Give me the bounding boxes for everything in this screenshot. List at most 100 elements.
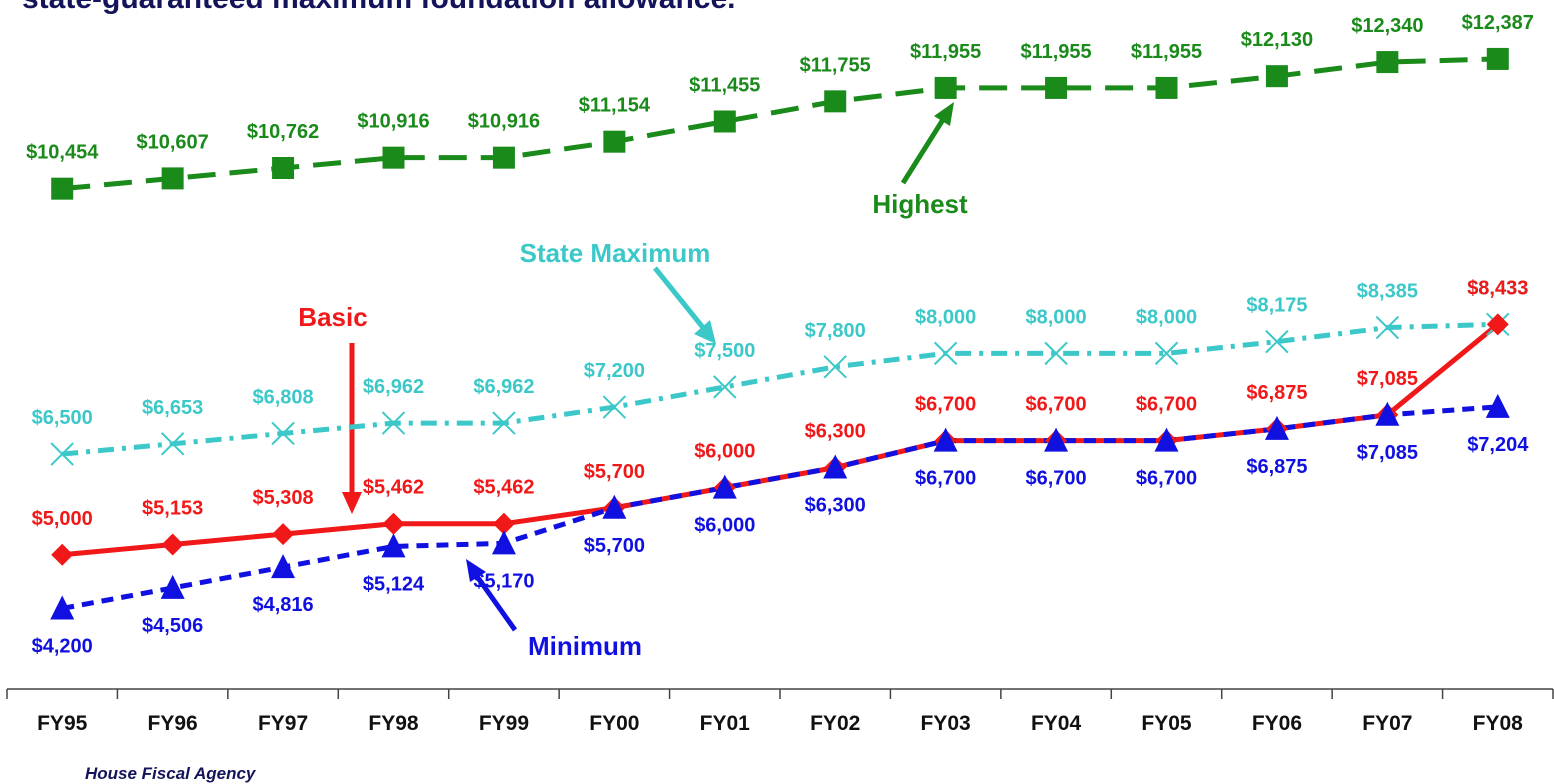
marker bbox=[1376, 51, 1399, 74]
chart-title: state-guaranteed maximum foundation allo… bbox=[22, 0, 735, 15]
x-tick-label: FY06 bbox=[1252, 712, 1302, 735]
value-label: $6,300 bbox=[805, 494, 866, 516]
x-tick-label: FY08 bbox=[1473, 712, 1524, 735]
x-tick-label: FY97 bbox=[258, 712, 308, 735]
annotations: Highest State Maximum Basic Minimum bbox=[298, 102, 968, 661]
value-label: $8,175 bbox=[1246, 295, 1307, 317]
marker bbox=[491, 530, 516, 555]
x-tick-label: FY01 bbox=[700, 712, 751, 735]
value-label: $5,124 bbox=[363, 573, 425, 595]
value-label: $6,700 bbox=[1136, 394, 1197, 416]
value-label: $8,385 bbox=[1357, 281, 1418, 303]
marker bbox=[271, 421, 295, 446]
value-label: $6,700 bbox=[915, 394, 976, 416]
value-label: $7,500 bbox=[694, 340, 755, 362]
value-label: $12,340 bbox=[1351, 15, 1423, 37]
value-label: $6,653 bbox=[142, 397, 203, 419]
marker bbox=[160, 432, 185, 456]
marker bbox=[160, 574, 185, 599]
annotation-arrowhead bbox=[342, 492, 362, 514]
value-label: $5,000 bbox=[32, 508, 93, 530]
value-label: $11,154 bbox=[579, 95, 651, 117]
value-label: $12,130 bbox=[1241, 29, 1313, 51]
marker bbox=[602, 494, 627, 519]
marker bbox=[161, 167, 184, 190]
value-label: $6,875 bbox=[1246, 382, 1307, 404]
value-label: $6,700 bbox=[1136, 468, 1197, 490]
marker bbox=[382, 512, 405, 535]
marker bbox=[712, 474, 737, 499]
marker bbox=[492, 146, 515, 169]
marker bbox=[1155, 76, 1178, 99]
value-label: $5,170 bbox=[473, 570, 534, 592]
value-label: $6,300 bbox=[805, 420, 866, 442]
marker bbox=[1265, 65, 1288, 88]
value-label: $10,607 bbox=[136, 131, 208, 153]
value-label: $5,462 bbox=[363, 477, 424, 499]
value-label: $11,955 bbox=[1020, 41, 1091, 63]
value-label: $8,000 bbox=[1136, 306, 1197, 328]
marker bbox=[824, 90, 847, 113]
annotation-arrowhead bbox=[694, 320, 716, 344]
annotation-arrow bbox=[473, 573, 518, 632]
annotation-basic: Basic bbox=[298, 302, 367, 332]
marker bbox=[381, 533, 406, 558]
series-line bbox=[61, 56, 1498, 192]
marker bbox=[1375, 315, 1400, 340]
x-tick-label: FY04 bbox=[1031, 712, 1082, 735]
marker bbox=[381, 411, 406, 435]
value-label: $8,433 bbox=[1467, 277, 1528, 299]
marker bbox=[492, 411, 516, 435]
value-label: $11,955 bbox=[1131, 41, 1202, 63]
value-label: $6,700 bbox=[915, 468, 976, 490]
value-label: $6,700 bbox=[1025, 394, 1086, 416]
marker bbox=[933, 341, 958, 366]
value-label: $6,875 bbox=[1246, 456, 1307, 478]
marker bbox=[492, 512, 515, 535]
value-label: $10,762 bbox=[247, 121, 319, 143]
annotation-highest: Highest bbox=[872, 189, 968, 219]
x-tick-label: FY95 bbox=[37, 712, 88, 735]
x-tick-label: FY02 bbox=[810, 712, 860, 735]
value-label: $8,433 bbox=[1467, 277, 1528, 299]
value-label: $11,455 bbox=[689, 74, 760, 96]
value-label: $7,200 bbox=[584, 360, 645, 382]
marker bbox=[272, 523, 295, 546]
value-label: $7,085 bbox=[1357, 442, 1418, 464]
x-tick-label: FY99 bbox=[479, 712, 529, 735]
value-label: $7,204 bbox=[1467, 434, 1529, 456]
marker bbox=[1485, 393, 1510, 418]
marker bbox=[1044, 341, 1068, 366]
value-label: $6,962 bbox=[473, 376, 534, 398]
marker bbox=[1264, 415, 1289, 440]
marker bbox=[51, 177, 74, 200]
value-label: $10,454 bbox=[26, 142, 99, 164]
source-note: House Fiscal Agency bbox=[85, 764, 257, 783]
x-tick-label: FY98 bbox=[368, 712, 419, 735]
annotation-minimum: Minimum bbox=[528, 631, 642, 661]
marker bbox=[1044, 427, 1069, 452]
x-tick-label: FY00 bbox=[589, 712, 639, 735]
marker bbox=[161, 533, 184, 556]
value-label: $5,700 bbox=[584, 461, 645, 483]
x-tick-label: FY96 bbox=[148, 712, 198, 735]
value-label: $10,916 bbox=[357, 111, 429, 133]
marker bbox=[603, 130, 626, 153]
value-label: $11,755 bbox=[800, 54, 871, 76]
value-label: $5,700 bbox=[584, 535, 645, 557]
value-label: $4,816 bbox=[252, 594, 313, 616]
marker bbox=[1154, 427, 1179, 452]
annotation-arrow bbox=[900, 116, 947, 185]
annotation-state-maximum: State Maximum bbox=[520, 238, 711, 268]
marker bbox=[51, 543, 74, 566]
value-label: $5,462 bbox=[473, 477, 534, 499]
value-label: $5,153 bbox=[142, 497, 203, 519]
marker bbox=[271, 554, 296, 579]
annotation-arrowhead bbox=[466, 559, 486, 582]
marker bbox=[933, 427, 958, 452]
marker bbox=[823, 454, 848, 479]
marker bbox=[1375, 401, 1400, 426]
series-line bbox=[61, 321, 1498, 457]
value-label: $6,500 bbox=[32, 407, 93, 429]
marker bbox=[713, 110, 736, 133]
